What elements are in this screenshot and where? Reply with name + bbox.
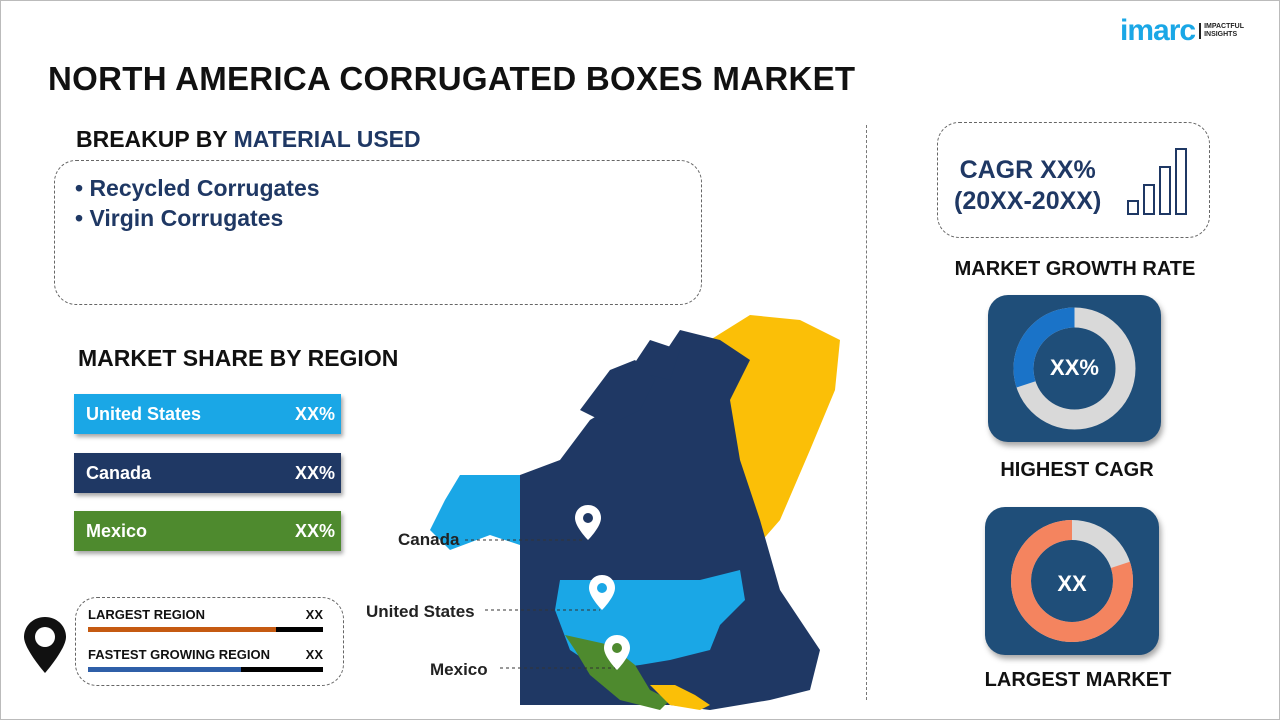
donut-arc xyxy=(1013,307,1136,430)
donut-arc xyxy=(1011,520,1133,642)
cagr-period: (20XX-20XX) xyxy=(954,187,1102,215)
cagr-value: CAGR XX% xyxy=(959,156,1096,184)
region-legend: LARGEST REGION XX FASTEST GROWING REGION X… xyxy=(75,597,344,686)
legend-fastest-region: FASTEST GROWING REGION XX xyxy=(88,647,323,662)
us-pin-icon xyxy=(589,575,615,610)
page-title: NORTH AMERICA CORRUGATED BOXES MARKET xyxy=(48,60,856,97)
central-america-shape xyxy=(650,685,710,710)
region-bar-canada: Canada XX% xyxy=(74,453,341,493)
canada-pin-icon xyxy=(575,505,601,540)
largest-market-value: XX xyxy=(1057,571,1087,596)
highest-cagr-card: XX% xyxy=(988,295,1161,442)
location-pin-icon xyxy=(24,617,66,673)
map-label-mexico: Mexico xyxy=(430,660,488,679)
region-bar-us: United States XX% xyxy=(74,394,341,434)
map-label-canada: Canada xyxy=(398,530,460,549)
breakup-heading: BREAKUP BY MATERIAL USED xyxy=(76,126,421,152)
largest-market-label: LARGEST MARKET xyxy=(984,669,1172,691)
market-growth-label: MARKET GROWTH RATE xyxy=(954,258,1196,280)
highest-cagr-label: HIGHEST CAGR xyxy=(1000,459,1154,481)
highest-cagr-value: XX% xyxy=(1050,355,1099,380)
material-list: • Recycled Corrugates • Virgin Corrugate… xyxy=(54,160,702,305)
list-item: • Virgin Corrugates xyxy=(75,205,284,231)
fastest-region-bar xyxy=(88,667,241,672)
map-label-us: United States xyxy=(366,602,475,621)
canada-islands-shape xyxy=(580,340,680,425)
legend-largest-region: LARGEST REGION XX xyxy=(88,607,323,622)
largest-market-card: XX xyxy=(985,507,1159,655)
largest-market-donut xyxy=(1011,520,1133,642)
list-item: • Recycled Corrugates xyxy=(75,175,320,201)
mexico-shape xyxy=(565,635,670,710)
highest-cagr-donut xyxy=(1013,307,1136,430)
north-america-map xyxy=(430,315,840,710)
growth-bars-icon xyxy=(1127,148,1187,215)
divider xyxy=(866,125,867,700)
region-bar-mexico: Mexico XX% xyxy=(74,511,341,551)
logo-tagline: IMPACTFUL INSIGHTS xyxy=(1199,23,1244,39)
logo-brand: imarc xyxy=(1120,14,1196,47)
mexico-pin-icon xyxy=(604,635,630,670)
alaska-shape xyxy=(430,475,520,550)
imarc-logo: imarc IMPACTFUL INSIGHTS xyxy=(1120,14,1244,48)
largest-region-bar xyxy=(88,627,276,632)
region-heading: MARKET SHARE BY REGION xyxy=(78,345,399,371)
cagr-box: CAGR XX% (20XX-20XX) xyxy=(937,122,1210,238)
